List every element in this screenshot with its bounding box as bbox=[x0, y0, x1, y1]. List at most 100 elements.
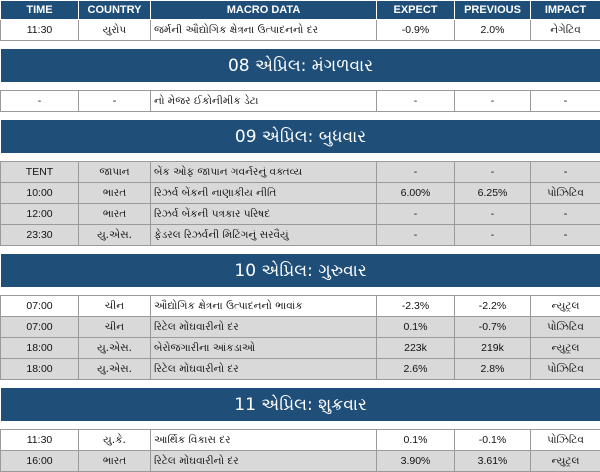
spacer-row bbox=[1, 380, 600, 389]
spacer-row bbox=[1, 246, 600, 255]
cell-macro-data: રિટેલ મોંઘવારીનો દર bbox=[151, 317, 377, 338]
cell-country: યુ.એસ. bbox=[79, 338, 151, 359]
cell-time: 07:00 bbox=[1, 296, 79, 317]
cell-expect: 0.1% bbox=[377, 317, 455, 338]
spacer-row bbox=[1, 287, 600, 296]
cell-time: 11:30 bbox=[1, 430, 79, 451]
header-country: COUNTRY bbox=[79, 1, 151, 20]
cell-time: 11:30 bbox=[1, 20, 79, 41]
cell-expect: 6.00% bbox=[377, 183, 455, 204]
cell-macro-data: રિઝર્વ બેંકની પત્રકાર પરિષદ bbox=[151, 204, 377, 225]
header-expect: EXPECT bbox=[377, 1, 455, 20]
cell-expect: - bbox=[377, 91, 455, 112]
cell-macro-data: બેરોજગારીના આંકડાઓ bbox=[151, 338, 377, 359]
day-header-row: 09 એપ્રિલ: બુધવાર bbox=[1, 120, 600, 153]
cell-time: TENT bbox=[1, 162, 79, 183]
cell-macro-data: આર્થિક વિકાસ દર bbox=[151, 430, 377, 451]
cell-previous: 3.61% bbox=[455, 451, 531, 472]
cell-impact: પોઝિટિવ bbox=[531, 183, 600, 204]
cell-previous: - bbox=[455, 225, 531, 246]
spacer-row bbox=[1, 153, 600, 162]
cell-country: ભારત bbox=[79, 204, 151, 225]
cell-expect: 223k bbox=[377, 338, 455, 359]
cell-time: 18:00 bbox=[1, 338, 79, 359]
cell-macro-data: રિટેલ મોંઘવારીનો દર bbox=[151, 359, 377, 380]
table-row: 10:00 ભારત રિઝર્વ બેંકની નાણાકીય નીતિ 6.… bbox=[1, 183, 600, 204]
cell-previous: - bbox=[455, 91, 531, 112]
day-header: 08 એપ્રિલ: મંગળવાર bbox=[1, 49, 600, 82]
cell-impact: - bbox=[531, 91, 600, 112]
cell-previous: 2.8% bbox=[455, 359, 531, 380]
cell-time: 12:00 bbox=[1, 204, 79, 225]
cell-impact: પોઝિટિવ bbox=[531, 430, 600, 451]
table-row: 18:00 યુ.એસ. બેરોજગારીના આંકડાઓ 223k 219… bbox=[1, 338, 600, 359]
cell-time: - bbox=[1, 91, 79, 112]
cell-time: 18:00 bbox=[1, 359, 79, 380]
cell-expect: - bbox=[377, 162, 455, 183]
cell-previous: -0.7% bbox=[455, 317, 531, 338]
spacer-row bbox=[1, 421, 600, 430]
cell-country: જાપાન bbox=[79, 162, 151, 183]
cell-macro-data: રિઝર્વ બેંકની નાણાકીય નીતિ bbox=[151, 183, 377, 204]
spacer-row bbox=[1, 82, 600, 91]
cell-country: - bbox=[79, 91, 151, 112]
header-previous: PREVIOUS bbox=[455, 1, 531, 20]
cell-previous: 6.25% bbox=[455, 183, 531, 204]
cell-country: યુરોપ bbox=[79, 20, 151, 41]
cell-previous: -2.2% bbox=[455, 296, 531, 317]
table-body: 11:30 યુરોપ જર્મની ઔદ્યોગિક ક્ષેત્રના ઉત… bbox=[1, 20, 600, 472]
cell-expect: 3.90% bbox=[377, 451, 455, 472]
header-time: TIME bbox=[1, 1, 79, 20]
cell-impact: પોઝિટિવ bbox=[531, 359, 600, 380]
cell-macro-data: જર્મની ઔદ્યોગિક ક્ષેત્રના ઉત્પાદનનો દર bbox=[151, 20, 377, 41]
cell-macro-data: બેંક ઓફ જાપાન ગવર્નરનું વક્તવ્ય bbox=[151, 162, 377, 183]
cell-country: ચીન bbox=[79, 317, 151, 338]
cell-expect: 2.6% bbox=[377, 359, 455, 380]
cell-macro-data: ઔદ્યોગિક ક્ષેત્રના ઉત્પાદનનો ભાવાંક bbox=[151, 296, 377, 317]
table-row: 07:00 ચીન ઔદ્યોગિક ક્ષેત્રના ઉત્પાદનનો ભ… bbox=[1, 296, 600, 317]
cell-expect: - bbox=[377, 204, 455, 225]
cell-macro-data: રિટેલ મોંઘવારીનો દર bbox=[151, 451, 377, 472]
cell-time: 23:30 bbox=[1, 225, 79, 246]
cell-country: ભારત bbox=[79, 451, 151, 472]
cell-previous: 219k bbox=[455, 338, 531, 359]
cell-impact: - bbox=[531, 204, 600, 225]
table-row: 07:00 ચીન રિટેલ મોંઘવારીનો દર 0.1% -0.7%… bbox=[1, 317, 600, 338]
table-row: 23:30 યુ.એસ. ફેડરલ રિઝર્વની મિટિંગનું સર… bbox=[1, 225, 600, 246]
table-row: 11:30 યુરોપ જર્મની ઔદ્યોગિક ક્ષેત્રના ઉત… bbox=[1, 20, 600, 41]
cell-country: ભારત bbox=[79, 183, 151, 204]
header-macro-data: MACRO DATA bbox=[151, 1, 377, 20]
cell-country: ચીન bbox=[79, 296, 151, 317]
day-header-row: 08 એપ્રિલ: મંગળવાર bbox=[1, 49, 600, 82]
cell-time: 10:00 bbox=[1, 183, 79, 204]
cell-previous: - bbox=[455, 162, 531, 183]
header-impact: IMPACT bbox=[531, 1, 600, 20]
table-row: 12:00 ભારત રિઝર્વ બેંકની પત્રકાર પરિષદ -… bbox=[1, 204, 600, 225]
cell-impact: - bbox=[531, 225, 600, 246]
cell-time: 16:00 bbox=[1, 451, 79, 472]
spacer-row bbox=[1, 41, 600, 50]
day-header-row: 10 એપ્રિલ: ગુરુવાર bbox=[1, 254, 600, 287]
cell-previous: -0.1% bbox=[455, 430, 531, 451]
cell-impact: ન્યુટ્રલ bbox=[531, 451, 600, 472]
cell-impact: નેગેટિવ bbox=[531, 20, 600, 41]
spacer-row bbox=[1, 112, 600, 121]
header-row: TIME COUNTRY MACRO DATA EXPECT PREVIOUS … bbox=[1, 1, 600, 20]
table-row: 18:00 યુ.એસ. રિટેલ મોંઘવારીનો દર 2.6% 2.… bbox=[1, 359, 600, 380]
cell-previous: 2.0% bbox=[455, 20, 531, 41]
cell-country: યુ.કે. bbox=[79, 430, 151, 451]
cell-impact: ન્યુટ્રલ bbox=[531, 338, 600, 359]
cell-impact: ન્યુટ્રલ bbox=[531, 296, 600, 317]
cell-expect: -2.3% bbox=[377, 296, 455, 317]
cell-macro-data: ફેડરલ રિઝર્વની મિટિંગનું સરવૈયું bbox=[151, 225, 377, 246]
cell-country: યુ.એસ. bbox=[79, 359, 151, 380]
table-row: TENT જાપાન બેંક ઓફ જાપાન ગવર્નરનું વક્તવ… bbox=[1, 162, 600, 183]
day-header: 10 એપ્રિલ: ગુરુવાર bbox=[1, 254, 600, 287]
cell-expect: 0.1% bbox=[377, 430, 455, 451]
cell-macro-data: નો મેજર ઈકોનીમીક ડેટા bbox=[151, 91, 377, 112]
day-header: 11 એપ્રિલ: શુક્રવાર bbox=[1, 388, 600, 421]
cell-country: યુ.એસ. bbox=[79, 225, 151, 246]
cell-expect: - bbox=[377, 225, 455, 246]
table-row: - - નો મેજર ઈકોનીમીક ડેટા - - - bbox=[1, 91, 600, 112]
